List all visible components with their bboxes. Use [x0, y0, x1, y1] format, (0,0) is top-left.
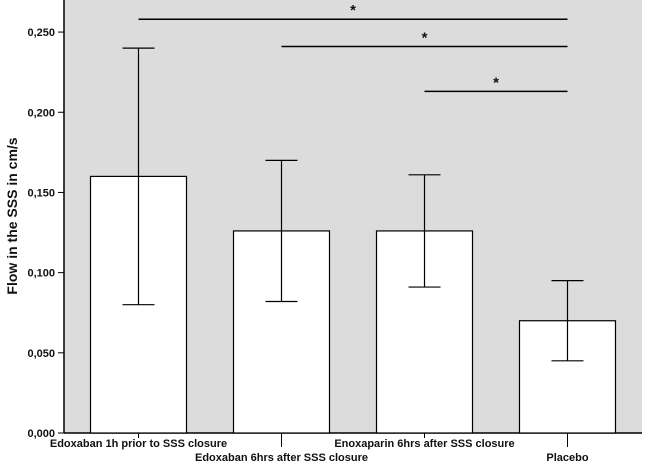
y-axis: 0,000 0,050 0,100 0,150 0,200 0,250: [27, 0, 65, 440]
x-category-label: Edoxaban 6hrs after SSS closure: [195, 452, 368, 464]
y-tick-label: 0,000: [27, 428, 55, 440]
x-category-label: Enoxaparin 6hrs after SSS closure: [334, 438, 514, 450]
bar: [232, 230, 331, 434]
y-tick-label: 0,200: [27, 107, 55, 119]
x-category-label: Edoxaban 1h prior to SSS closure: [50, 438, 227, 450]
y-tick-label: 0,100: [27, 268, 55, 280]
y-tick-label: 0,050: [27, 348, 55, 360]
x-axis: Edoxaban 1h prior to SSS closure Edoxaban…: [50, 432, 642, 464]
significance-star: *: [350, 2, 356, 19]
error-bars: [122, 47, 584, 362]
x-category-label: Placebo: [546, 452, 588, 464]
y-tick-label: 0,250: [27, 27, 55, 39]
y-tick-label: 0,150: [27, 187, 55, 199]
y-axis-title: Flow in the SSS in cm/s: [4, 137, 20, 294]
significance-star: *: [493, 74, 499, 91]
significance-star: *: [422, 30, 428, 47]
significance-brackets: * * *: [138, 2, 568, 93]
